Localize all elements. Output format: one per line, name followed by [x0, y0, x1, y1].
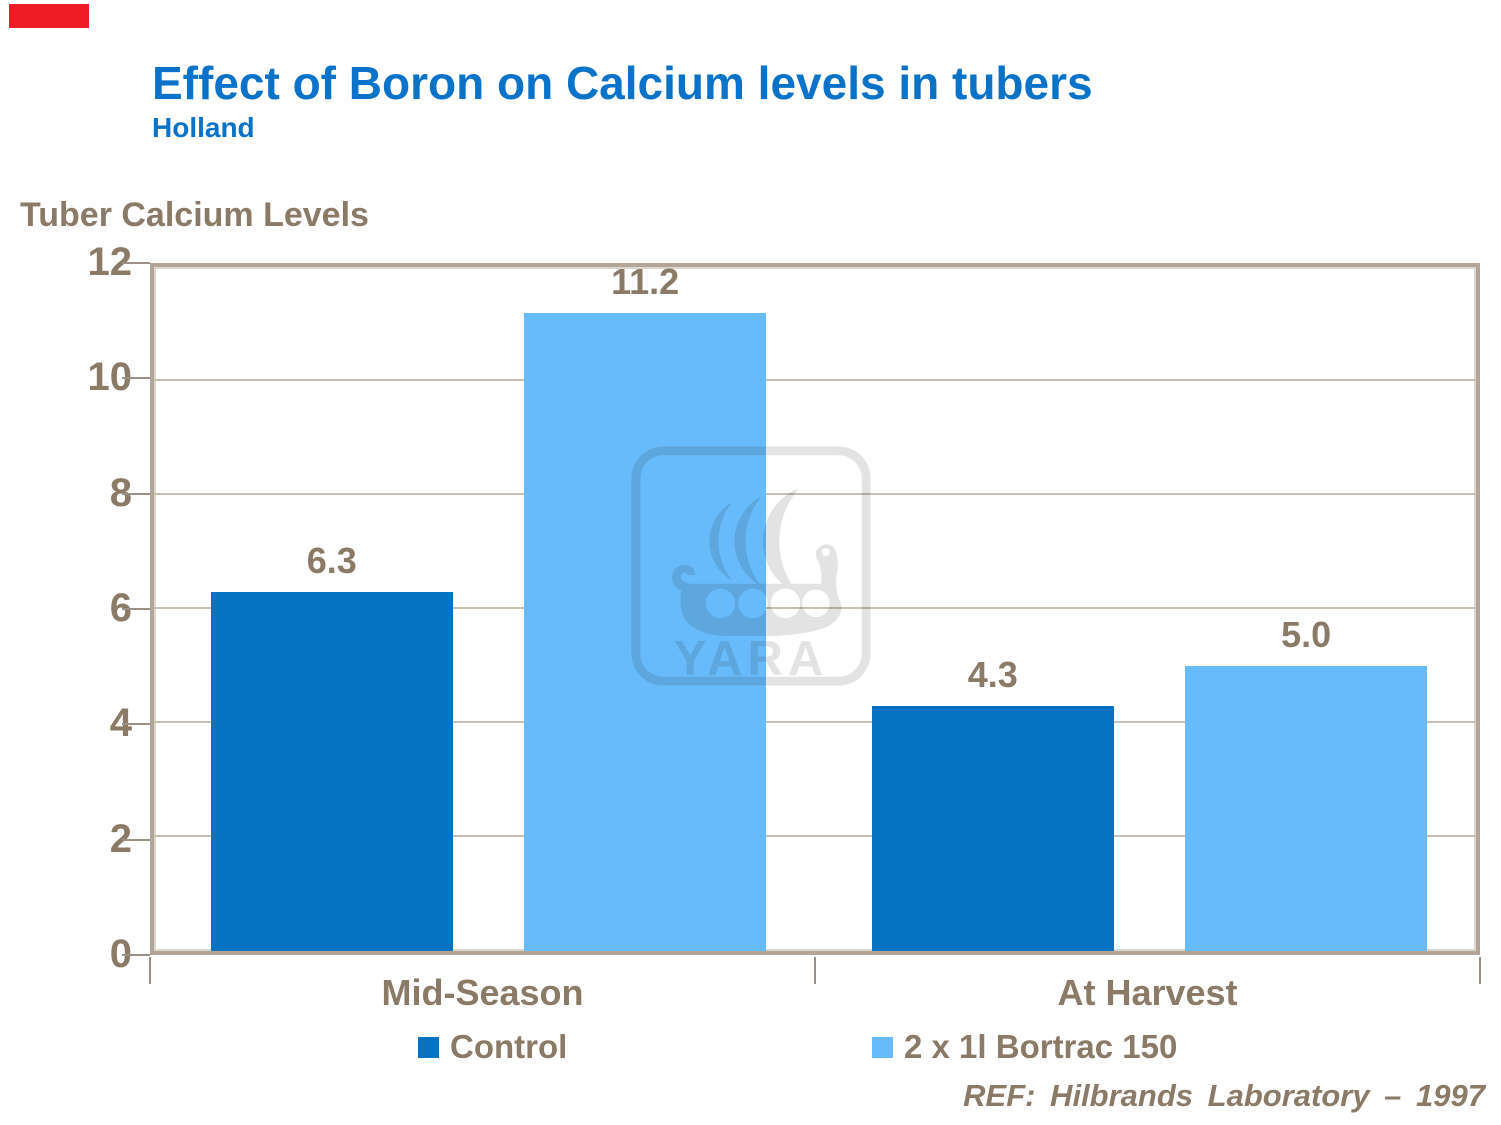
y-tick-label: 2 — [109, 816, 132, 861]
legend-item: Control — [418, 1028, 567, 1066]
x-tick-mark — [814, 957, 816, 984]
y-tick-mark — [122, 838, 150, 841]
category-label-at-harvest: At Harvest — [1057, 972, 1238, 1013]
y-tick-label: 4 — [109, 701, 132, 746]
bar-at-harvest-series-1 — [1185, 666, 1428, 951]
y-tick-mark — [122, 262, 150, 264]
category-labels: Mid-Season At Harvest — [150, 972, 1480, 1016]
yara-watermark-logo: YARA — [631, 446, 871, 686]
x-axis-ticks — [149, 957, 1481, 984]
plot-area: YARA 6.3 11.2 4.3 5.0 — [150, 260, 1480, 955]
x-tick-mark — [1479, 957, 1481, 984]
y-tick-label: 12 — [87, 240, 133, 284]
chart-subtitle: Holland — [152, 112, 255, 143]
watermark-wordmark: YARA — [674, 631, 829, 686]
y-tick-label: 8 — [109, 470, 132, 515]
gridline — [154, 379, 1476, 381]
legend-swatch-icon — [418, 1036, 439, 1058]
chart-title: Effect of Boron on Calcium levels in tub… — [152, 57, 1093, 109]
red-accent-bar — [9, 4, 89, 28]
reference-note: REF: Hilbrands Laboratory – 1997 — [963, 1078, 1485, 1113]
legend-swatch-icon — [872, 1036, 893, 1058]
y-tick-label: 10 — [87, 355, 133, 400]
y-tick-label: 0 — [109, 932, 132, 976]
y-tick-mark — [122, 492, 150, 495]
bar-value-label: 6.3 — [306, 539, 357, 581]
watermark-frame — [631, 446, 871, 686]
legend-label: Control — [450, 1028, 568, 1065]
y-tick-label: 6 — [109, 586, 132, 630]
bar-value-label: 4.3 — [967, 653, 1018, 695]
legend-item: 2 x 1l Bortrac 150 — [872, 1028, 1177, 1066]
category-label-mid-season: Mid-Season — [381, 972, 584, 1013]
y-tick-mark — [122, 608, 150, 610]
bar-at-harvest-series-0 — [871, 705, 1114, 951]
y-tick-mark — [122, 377, 150, 380]
bar-mid-season-series-0 — [210, 591, 453, 951]
x-tick-mark — [149, 957, 151, 984]
bar-value-label: 5.0 — [1281, 614, 1332, 655]
gridline — [154, 721, 1476, 723]
legend: Control 2 x 1l Bortrac 150 — [0, 1028, 1501, 1074]
y-tick-mark — [122, 723, 150, 726]
gridline — [154, 835, 1476, 837]
bar-value-label: 11.2 — [611, 260, 680, 302]
gridline — [154, 493, 1476, 495]
y-axis: 0 2 4 6 8 10 12 — [0, 0, 150, 1125]
legend-label: 2 x 1l Bortrac 150 — [904, 1028, 1178, 1065]
y-tick-mark — [122, 954, 150, 956]
y-axis-title: Tuber Calcium Levels — [20, 196, 369, 234]
